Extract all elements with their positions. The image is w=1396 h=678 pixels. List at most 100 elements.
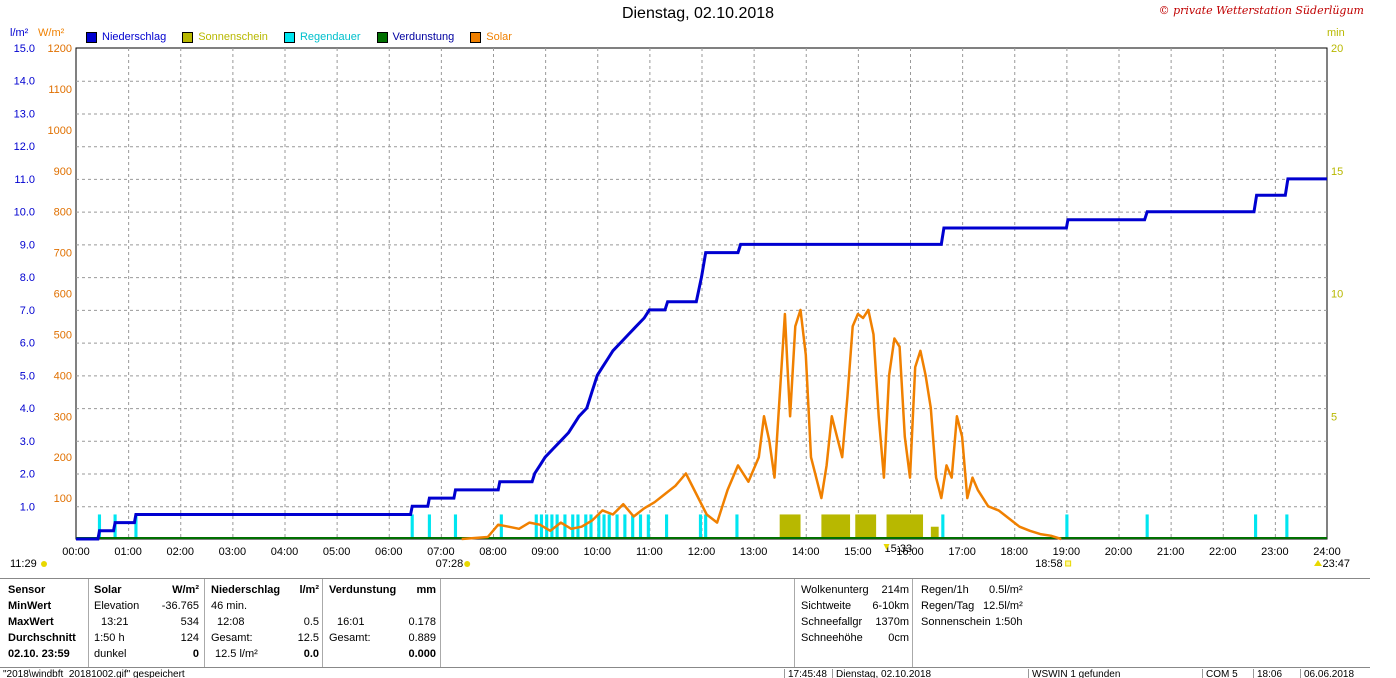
y-tick-label-solar: 300 bbox=[54, 411, 72, 423]
legend-label: Sonnenschein bbox=[198, 31, 268, 43]
rain-summary-value: 1:50h bbox=[995, 616, 1023, 628]
x-tick-label: 10:00 bbox=[583, 546, 611, 558]
bar-regendauer bbox=[427, 514, 431, 539]
status-device: WSWIN 1 gefunden bbox=[1028, 669, 1200, 678]
legend-item-solar: Solar bbox=[470, 31, 512, 43]
rain-now-label: 12.5 l/m² bbox=[215, 648, 258, 660]
y-tick-label-minutes: 5 bbox=[1331, 411, 1337, 423]
x-tick-label: 11:00 bbox=[636, 546, 663, 558]
y-tick-label-minutes: 15 bbox=[1331, 166, 1343, 178]
y-tick-label-rain: 4.0 bbox=[20, 403, 35, 415]
rain-max-value: 0.5 bbox=[303, 616, 319, 628]
y-tick-label-rain: 12.0 bbox=[14, 141, 35, 153]
bar-regendauer bbox=[941, 514, 945, 539]
rain-unit: l/m² bbox=[299, 584, 319, 596]
label-max: MaxWert bbox=[8, 616, 54, 628]
x-tick-label: 04:00 bbox=[271, 546, 299, 558]
rain-summary-label: Regen/Tag bbox=[921, 600, 975, 612]
weather-value: 1370m bbox=[875, 616, 909, 628]
bar-regendauer bbox=[623, 514, 627, 539]
rain-avg-value: 12.5 bbox=[297, 632, 319, 644]
y-tick-label-minutes: 10 bbox=[1331, 289, 1343, 301]
series-line-solar bbox=[461, 308, 1062, 541]
status-date: Dienstag, 02.10.2018 bbox=[832, 669, 1026, 678]
y-tick-label-rain: 9.0 bbox=[20, 239, 35, 251]
y-tick-label-solar: 1100 bbox=[48, 84, 72, 96]
status-today: 06.06.2018 bbox=[1300, 669, 1354, 678]
stats-rain-column: Niederschlag l/m² 46 min. 12:08 0.5 Gesa… bbox=[204, 579, 323, 667]
y-tick-label-minutes: 20 bbox=[1331, 43, 1343, 55]
rain-summary-label: Sonnenschein bbox=[921, 616, 991, 628]
bar-regendauer bbox=[410, 514, 414, 539]
bar-regendauer bbox=[134, 514, 138, 539]
solar-max-label: 13:21 bbox=[101, 616, 129, 628]
left-unit-solar: W/m² bbox=[38, 27, 65, 39]
moonset-icon bbox=[1314, 560, 1322, 566]
weather-value: 0cm bbox=[888, 632, 909, 644]
y-tick-label-rain: 14.0 bbox=[14, 76, 35, 88]
solar-avg-label: 1:50 h bbox=[94, 632, 125, 644]
moonrise-icon bbox=[41, 561, 47, 567]
x-tick-label: 13:00 bbox=[740, 546, 768, 558]
bar-regendauer bbox=[602, 514, 606, 539]
solar-now-label: dunkel bbox=[94, 648, 127, 660]
legend-item-sonnenschein: Sonnenschein bbox=[182, 31, 268, 43]
bar-regendauer bbox=[638, 514, 643, 539]
bar-regendauer bbox=[631, 514, 635, 539]
bar-regendauer bbox=[1145, 514, 1149, 539]
rain-summary-column: Regen/1h 0.5l/m² Regen/Tag 12.5l/m² Sonn… bbox=[912, 579, 1371, 667]
x-tick-label: 23:00 bbox=[1261, 546, 1289, 558]
rain-now-value: 0.0 bbox=[303, 648, 319, 660]
x-tick-label: 14:00 bbox=[792, 546, 820, 558]
right-unit-min: min bbox=[1327, 27, 1345, 39]
x-tick-label: 22:00 bbox=[1209, 546, 1237, 558]
bar-regendauer bbox=[665, 514, 669, 539]
x-tick-label: 03:00 bbox=[219, 546, 247, 558]
status-clock: 18:06 bbox=[1253, 669, 1282, 678]
status-file: "2018\windbft_20181002.gif" gespeichert bbox=[3, 669, 185, 678]
y-tick-label-solar: 100 bbox=[54, 493, 72, 505]
x-tick-label: 09:00 bbox=[531, 546, 559, 558]
x-tick-label: 05:00 bbox=[323, 546, 351, 558]
bar-regendauer bbox=[1285, 514, 1289, 539]
sunset-label: 18:58 bbox=[1035, 558, 1063, 570]
y-tick-label-rain: 5.0 bbox=[20, 370, 35, 382]
solar-min-value: -36.765 bbox=[161, 600, 199, 612]
rain-summary-label: Regen/1h bbox=[921, 584, 969, 596]
stats-evap-column: Verdunstung mm 16:01 0.178 Gesamt: 0.889… bbox=[322, 579, 441, 667]
x-tick-label: 12:00 bbox=[688, 546, 716, 558]
weather-label: Sichtweite bbox=[801, 600, 852, 612]
bar-regendauer bbox=[453, 514, 458, 539]
bar-sonnenschein bbox=[779, 514, 801, 539]
solar-avg-value: 124 bbox=[180, 632, 199, 644]
sunrise-label: 07:28 bbox=[436, 558, 464, 570]
stats-labels-column: Sensor MinWert MaxWert Durchschnitt 02.1… bbox=[0, 579, 88, 667]
status-bar: "2018\windbft_20181002.gif" gespeichert … bbox=[0, 668, 1396, 678]
bar-regendauer bbox=[571, 514, 575, 539]
left-unit-rain: l/m² bbox=[10, 27, 29, 39]
label-avg: Durchschnitt bbox=[8, 632, 76, 644]
bar-regendauer bbox=[607, 514, 611, 539]
evap-head: Verdunstung bbox=[329, 584, 397, 596]
solar-max-value: 534 bbox=[180, 616, 199, 628]
x-tick-label: 21:00 bbox=[1157, 546, 1185, 558]
y-tick-label-solar: 400 bbox=[54, 370, 72, 382]
legend-swatch bbox=[376, 31, 388, 43]
y-tick-label-solar: 500 bbox=[54, 329, 72, 341]
bar-regendauer bbox=[499, 514, 503, 539]
weather-column: Wolkenunterg 214m Sichtweite 6-10km Schn… bbox=[794, 579, 913, 667]
credit-text: © private Wetterstation Süderlügum bbox=[1158, 4, 1364, 17]
stats-panel: Sensor MinWert MaxWert Durchschnitt 02.1… bbox=[0, 578, 1370, 668]
stats-solar-column: Solar W/m² Elevation -36.765 13:21 534 1… bbox=[88, 579, 205, 667]
x-tick-label: 00:00 bbox=[62, 546, 90, 558]
legend-swatch bbox=[283, 31, 295, 43]
legend-swatch bbox=[470, 31, 482, 43]
bar-regendauer bbox=[704, 514, 708, 539]
legend-swatch bbox=[182, 31, 194, 43]
legend-item-verdunstung: Verdunstung bbox=[376, 31, 455, 43]
solar-min-label: Elevation bbox=[94, 600, 140, 612]
legend-label: Verdunstung bbox=[392, 31, 455, 43]
x-tick-label: 17:00 bbox=[948, 546, 976, 558]
bar-regendauer bbox=[550, 514, 554, 539]
evap-max-value: 0.178 bbox=[408, 616, 436, 628]
